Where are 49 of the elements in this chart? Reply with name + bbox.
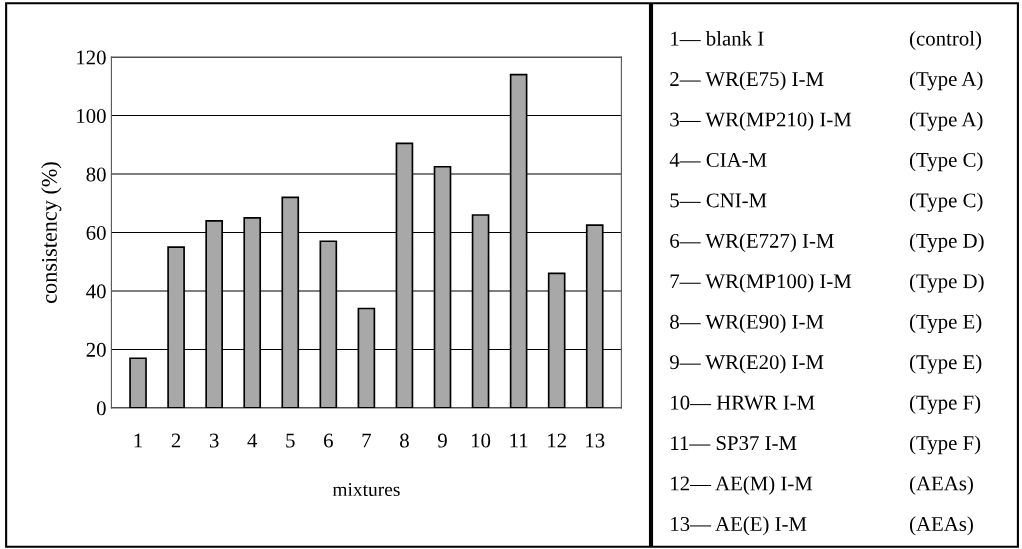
text: (Type C) (909, 192, 983, 212)
text: 5— CNI-M (670, 193, 767, 208)
text: (AEAs) (909, 475, 973, 495)
x-axis-title: mixtures (332, 482, 400, 497)
x-tick-label: 11 (510, 433, 528, 448)
text: (Type A) (909, 71, 983, 91)
text: (AEAs) (909, 516, 973, 536)
text: 2— WR(E75) I-M (670, 71, 824, 91)
y-tick-label: 120 (77, 50, 106, 65)
text: 7— WR(MP100) I-M (670, 273, 852, 293)
text: (Type E) (909, 314, 982, 334)
bar (129, 357, 147, 408)
x-tick-label: 10 (471, 433, 491, 448)
text: (Type A) (909, 111, 983, 131)
text: (control) (909, 30, 982, 50)
x-tick-label: 5 (286, 433, 295, 448)
text: (Type C) (909, 152, 983, 172)
text: 6— WR(E727) I-M (670, 233, 834, 253)
y-tick-label: 40 (86, 284, 106, 299)
text: (Type E) (909, 354, 982, 374)
x-tick-label: 6 (324, 433, 333, 448)
x-tick-label: 2 (171, 433, 181, 448)
x-tick-label: 13 (586, 433, 605, 448)
text: 3— WR(MP210) I-M (670, 111, 852, 131)
x-tick-label: 7 (362, 433, 371, 448)
text: 12— AE(M) I-M (671, 475, 813, 495)
text: 11— SP37 I-M (671, 436, 797, 451)
text: 13— AE(E) I-M (671, 516, 807, 536)
text: (Type F) (909, 394, 981, 414)
x-tick-label: 8 (400, 433, 409, 448)
x-tick-label: 12 (548, 433, 566, 448)
x-tick-label: 9 (437, 433, 447, 448)
y-tick-label: 60 (86, 225, 106, 240)
text: 9— WR(E20) I-M (669, 354, 824, 374)
y-tick-label: 20 (86, 342, 106, 357)
y-axis-title: consistency (%) (41, 162, 62, 303)
text: (Type F) (909, 435, 981, 455)
text: 8— WR(E90) I-M (670, 314, 824, 333)
x-tick-label: 4 (247, 433, 258, 448)
text: (Type D) (909, 233, 984, 253)
text: 10— HRWR I-M (671, 395, 815, 410)
y-tick-label: 80 (86, 167, 106, 182)
x-tick-label: 1 (134, 433, 142, 448)
text: 4— CIA-M (669, 152, 767, 167)
y-tick-label: 100 (77, 108, 106, 123)
x-tick-label: 3 (209, 433, 219, 448)
y-tick-label: 0 (96, 401, 106, 416)
text: (Type D) (909, 273, 984, 293)
text: 1— blank I (671, 30, 764, 46)
